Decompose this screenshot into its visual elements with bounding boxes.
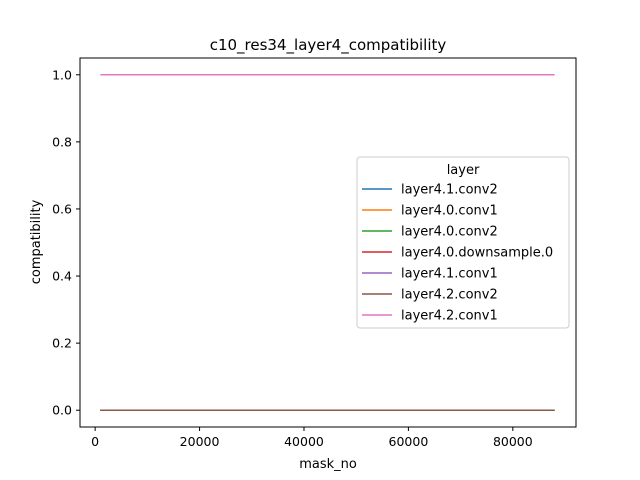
x-tick-label: 60000	[389, 434, 429, 449]
legend-entry: layer4.0.conv1	[362, 204, 498, 219]
legend-entry: layer4.0.conv2	[362, 225, 498, 240]
x-tick-label: 20000	[180, 434, 220, 449]
x-axis: 0 20000 40000 60000 80000	[91, 427, 533, 449]
x-tick-label: 80000	[493, 434, 533, 449]
legend-label: layer4.1.conv1	[401, 267, 498, 282]
y-tick-label: 0.4	[52, 269, 72, 284]
legend-label: layer4.2.conv1	[401, 309, 498, 324]
legend-items: layer4.1.conv2 layer4.0.conv1 layer4.0.con…	[362, 183, 553, 324]
y-axis: 0.0 0.2 0.4 0.6 0.8 1.0	[52, 67, 80, 418]
y-tick-label: 1.0	[52, 67, 72, 82]
legend-label: layer4.2.conv2	[401, 288, 498, 303]
y-tick-label: 0.8	[52, 134, 72, 149]
legend-title: layer	[447, 163, 480, 178]
legend-entry: layer4.0.downsample.0	[362, 246, 553, 261]
legend-frame	[356, 156, 570, 329]
series-layer	[100, 74, 555, 411]
legend-label: layer4.0.conv1	[401, 204, 498, 219]
legend-label: layer4.0.conv2	[401, 225, 498, 240]
x-tick-label: 40000	[284, 434, 324, 449]
legend-entry: layer4.2.conv2	[362, 288, 498, 303]
x-axis-label: mask_no	[299, 457, 357, 472]
chart-title: c10_res34_layer4_compatibility	[210, 36, 447, 55]
legend-label: layer4.0.downsample.0	[401, 246, 553, 261]
y-axis-label: compatibility	[29, 199, 44, 284]
legend: layer layer4.1.conv2layer4.0.conv1layer4…	[356, 156, 570, 329]
legend-entry: layer4.1.conv1	[362, 267, 498, 282]
y-tick-label: 0.6	[52, 201, 72, 216]
y-tick-label: 0.2	[52, 336, 72, 351]
y-tick-label: 0.0	[52, 403, 72, 418]
x-tick-label: 0	[91, 434, 99, 449]
legend-label: layer4.1.conv2	[401, 183, 498, 198]
legend-entry: layer4.1.conv2	[362, 183, 498, 198]
legend-entry: layer4.2.conv1	[362, 309, 498, 324]
plot-area-frame	[79, 57, 577, 428]
